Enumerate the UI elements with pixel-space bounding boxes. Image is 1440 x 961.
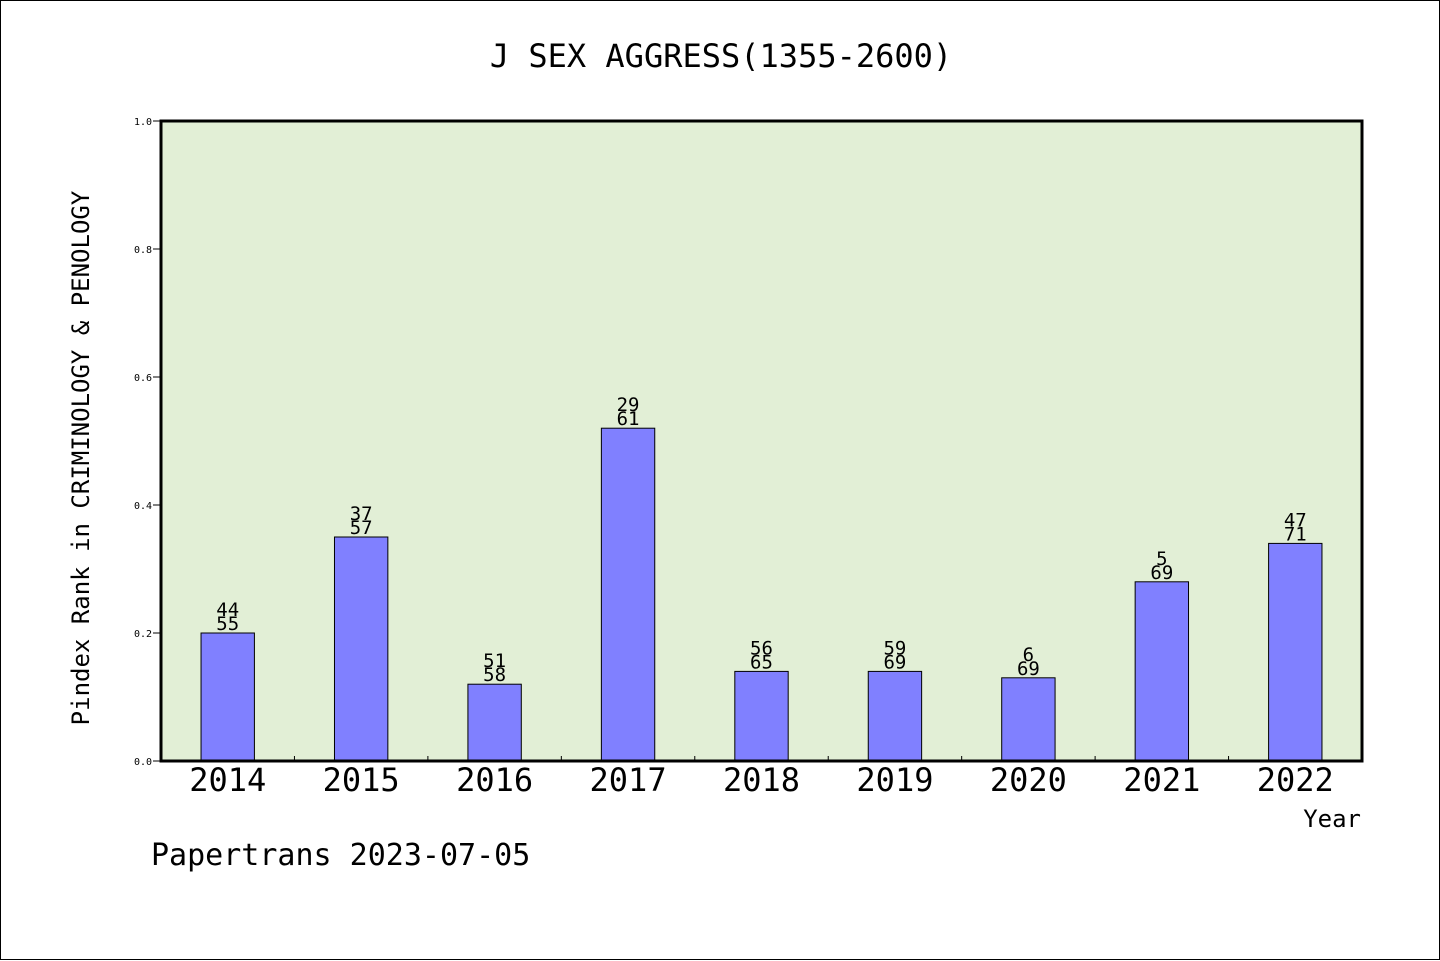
x-tick-label: 2017 bbox=[590, 761, 667, 799]
footer-credit: Papertrans 2023-07-05 bbox=[151, 838, 530, 873]
bar-rank-label: 59 bbox=[883, 637, 906, 659]
x-tick-label: 2015 bbox=[323, 761, 400, 799]
bar-rank-label: 6 bbox=[1023, 644, 1034, 666]
x-tick-label: 2020 bbox=[990, 761, 1067, 799]
bar-2022 bbox=[1268, 542, 1323, 762]
bar-total-label: 69 bbox=[1017, 658, 1040, 680]
bar-total-label: 55 bbox=[216, 613, 239, 635]
bar-2017 bbox=[600, 427, 656, 762]
bar-total-label: 61 bbox=[617, 408, 640, 430]
bar-rank-label: 47 bbox=[1284, 509, 1307, 531]
x-tick-label: 2019 bbox=[856, 761, 933, 799]
y-tick-label: 0.4 bbox=[134, 501, 152, 512]
x-tick-label: 2022 bbox=[1257, 761, 1334, 799]
y-axis-label: Pindex Rank in CRIMINOLOGY & PENOLOGY bbox=[67, 190, 95, 725]
x-tick-label: 2014 bbox=[189, 761, 266, 799]
y-tick-label: 0.8 bbox=[134, 245, 152, 256]
bar-total-label: 57 bbox=[350, 517, 373, 539]
bar-2016 bbox=[467, 683, 522, 762]
x-axis-label: Year bbox=[1303, 805, 1361, 833]
x-axis: 2014 2015 2016 2017 2018 2019 2020 2021 2022 bbox=[189, 756, 1334, 799]
y-tick-label: 0.0 bbox=[134, 757, 152, 768]
bar-2018 bbox=[734, 670, 789, 762]
bar-2021 bbox=[1134, 581, 1190, 762]
bar-total-label: 58 bbox=[483, 664, 506, 686]
bar-rank-label: 29 bbox=[617, 394, 640, 416]
bar-total-label: 69 bbox=[1150, 562, 1173, 584]
bar-2015 bbox=[333, 536, 389, 762]
bar-2019 bbox=[867, 670, 923, 762]
bar-rank-label: 51 bbox=[483, 650, 506, 672]
x-tick-label: 2016 bbox=[456, 761, 533, 799]
x-tick-label: 2018 bbox=[723, 761, 800, 799]
chart-title: J SEX AGGRESS(1355-2600) bbox=[490, 37, 952, 75]
bar-2020 bbox=[1001, 677, 1056, 762]
y-tick-label: 1.0 bbox=[134, 117, 152, 128]
x-tick-label: 2021 bbox=[1123, 761, 1200, 799]
bar-rank-label: 56 bbox=[750, 637, 773, 659]
bar-total-label: 65 bbox=[750, 651, 773, 673]
y-axis: 0.0 0.2 0.4 0.6 0.8 1.0 bbox=[134, 117, 161, 768]
bar-2014 bbox=[200, 632, 255, 762]
bar-total-label: 71 bbox=[1284, 523, 1307, 545]
bar-rank-label: 44 bbox=[216, 599, 239, 621]
y-tick-label: 0.6 bbox=[134, 373, 152, 384]
plot-border bbox=[159, 119, 1364, 763]
bar-rank-label: 37 bbox=[350, 503, 373, 525]
bar-total-label: 69 bbox=[883, 651, 906, 673]
bar-rank-label: 5 bbox=[1156, 548, 1167, 570]
y-tick-label: 0.2 bbox=[134, 629, 152, 640]
